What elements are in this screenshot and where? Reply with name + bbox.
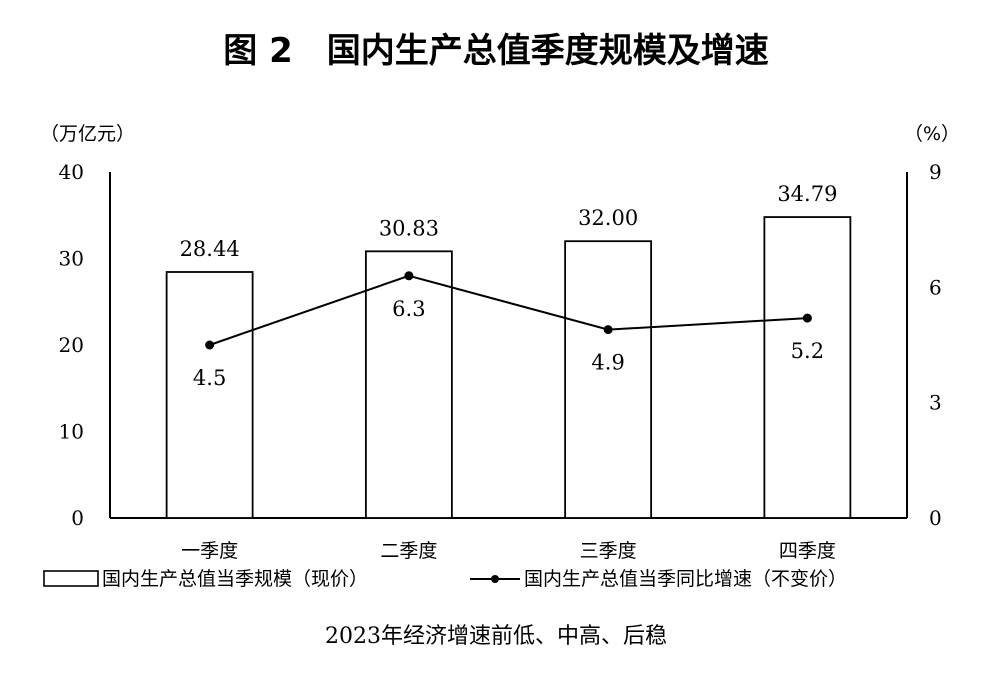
bar-series: 28.44 30.83 32.00 34.79 [165,182,852,519]
legend-line-label: 国内生产总值当季同比增速（不变价） [524,568,847,590]
bar [564,240,653,519]
bar-value-label: 32.00 [578,206,638,230]
line-value-label: 5.2 [791,339,824,363]
right-tick-label: 6 [929,275,942,299]
bar-value-label: 30.83 [379,216,439,240]
left-tick-label: 0 [71,506,84,530]
legend-bar-swatch [43,570,99,587]
category-label: 二季度 [380,540,437,562]
line-point [404,271,414,281]
chart-subtitle: 2023年经济增速前低、中高、后稳 [325,624,667,649]
line-point [603,325,613,335]
bar-value-label: 28.44 [180,237,240,261]
line-point [802,313,812,323]
category-label: 三季度 [580,540,637,562]
right-tick-label: 3 [929,391,942,415]
chart-title: 图 2 国内生产总值季度规模及增速 [223,31,769,71]
line-value-label: 4.5 [193,366,226,390]
left-tick-label: 20 [59,333,84,357]
legend-bar-label: 国内生产总值当季规模（现价） [102,568,368,590]
left-tick-label: 40 [59,160,84,184]
legend-line-marker [491,575,499,583]
left-tick-label: 10 [59,420,84,444]
category-label: 四季度 [779,540,836,562]
right-axis-unit: （%） [904,123,960,145]
line-value-label: 4.9 [591,351,624,375]
right-tick-label: 0 [929,506,942,530]
growth-line [209,274,808,346]
category-label: 一季度 [181,540,238,562]
left-axis-unit: （万亿元） [40,123,135,145]
bar [763,216,852,519]
bar-value-label: 34.79 [777,182,837,206]
bar [165,271,254,519]
left-tick-label: 30 [59,247,84,271]
legend: 国内生产总值当季规模（现价） 国内生产总值当季同比增速（不变价） [43,568,847,590]
right-tick-label: 9 [929,160,942,184]
bar [364,250,453,519]
line-series: 4.5 6.3 4.9 5.2 [193,271,824,390]
line-point [205,340,215,350]
line-value-label: 6.3 [392,297,425,321]
